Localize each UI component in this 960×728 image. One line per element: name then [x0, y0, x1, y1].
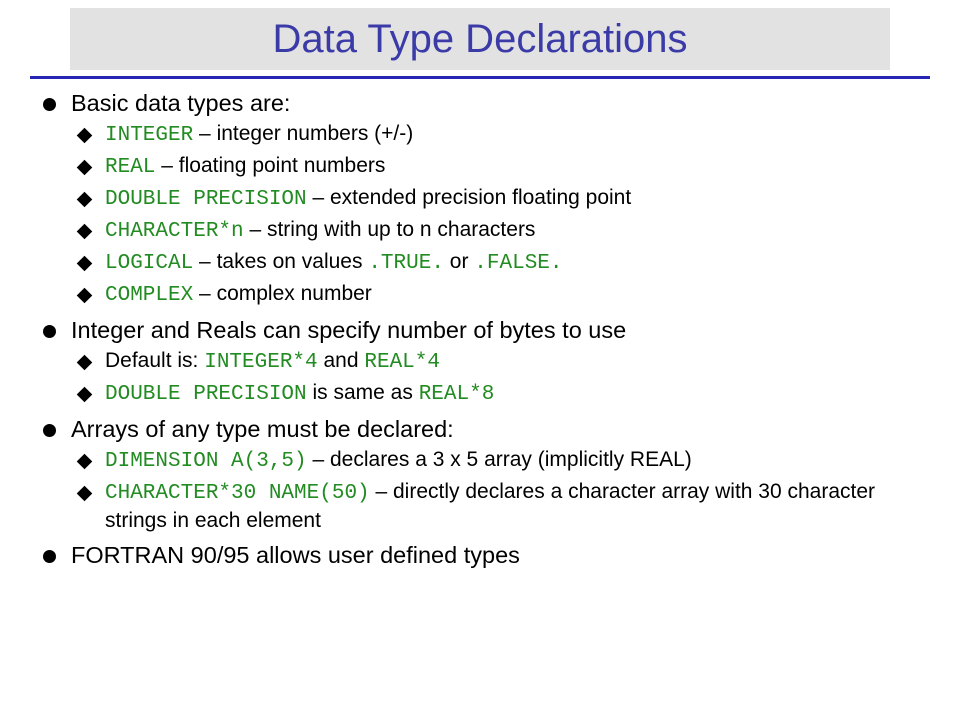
sub-item: REAL – floating point numbers: [71, 153, 925, 182]
sub-text: – extended precision floating point: [307, 186, 632, 209]
code-text: DOUBLE PRECISION: [105, 383, 307, 406]
code-text: REAL: [105, 156, 155, 179]
slide-content: Basic data types are: INTEGER – integer …: [0, 89, 960, 570]
code-text: REAL*4: [364, 351, 440, 374]
title-band: Data Type Declarations: [70, 8, 890, 70]
code-text: REAL*8: [419, 383, 495, 406]
sub-list: INTEGER – integer numbers (+/-) REAL – f…: [71, 121, 925, 309]
sub-text: – declares a 3 x 5 array (implicitly REA…: [307, 448, 692, 471]
sub-item: DOUBLE PRECISION is same as REAL*8: [71, 380, 925, 409]
sub-text: – floating point numbers: [155, 154, 385, 177]
sub-item: DOUBLE PRECISION – extended precision fl…: [71, 185, 925, 214]
slide-title: Data Type Declarations: [272, 17, 687, 62]
bullet-item: Integer and Reals can specify number of …: [35, 316, 925, 409]
sub-text: – takes on values: [193, 250, 368, 273]
bullet-item: Arrays of any type must be declared: DIM…: [35, 415, 925, 535]
code-text: CHARACTER*n: [105, 220, 244, 243]
sub-item: DIMENSION A(3,5) – declares a 3 x 5 arra…: [71, 447, 925, 476]
code-text: DIMENSION A(3,5): [105, 450, 307, 473]
code-text: .FALSE.: [474, 252, 562, 275]
sub-item: INTEGER – integer numbers (+/-): [71, 121, 925, 150]
bullet-text: Basic data types are:: [71, 90, 290, 116]
slide: Data Type Declarations Basic data types …: [0, 8, 960, 728]
sub-text: is same as: [307, 381, 419, 404]
code-text: COMPLEX: [105, 284, 193, 307]
code-text: DOUBLE PRECISION: [105, 188, 307, 211]
sub-text: or: [444, 250, 474, 273]
bullet-item: FORTRAN 90/95 allows user defined types: [35, 541, 925, 570]
sub-item: COMPLEX – complex number: [71, 281, 925, 310]
divider-rule: [30, 76, 930, 79]
code-text: LOGICAL: [105, 252, 193, 275]
bullet-text: Integer and Reals can specify number of …: [71, 317, 626, 343]
sub-text: – complex number: [193, 282, 372, 305]
bullet-text: Arrays of any type must be declared:: [71, 416, 454, 442]
code-text: INTEGER: [105, 124, 193, 147]
sub-item: CHARACTER*n – string with up to n charac…: [71, 217, 925, 246]
sub-text: and: [318, 349, 365, 372]
sub-text: Default is:: [105, 349, 204, 372]
bullet-list: Basic data types are: INTEGER – integer …: [35, 89, 925, 570]
code-text: CHARACTER*30 NAME(50): [105, 482, 370, 505]
sub-text: – integer numbers (+/-): [193, 122, 413, 145]
sub-item: LOGICAL – takes on values .TRUE. or .FAL…: [71, 249, 925, 278]
code-text: INTEGER*4: [204, 351, 317, 374]
sub-list: Default is: INTEGER*4 and REAL*4 DOUBLE …: [71, 348, 925, 409]
bullet-item: Basic data types are: INTEGER – integer …: [35, 89, 925, 310]
bullet-text: FORTRAN 90/95 allows user defined types: [71, 542, 520, 568]
sub-item: Default is: INTEGER*4 and REAL*4: [71, 348, 925, 377]
code-text: .TRUE.: [368, 252, 444, 275]
sub-item: CHARACTER*30 NAME(50) – directly declare…: [71, 479, 925, 535]
sub-text: – string with up to n characters: [244, 218, 536, 241]
sub-list: DIMENSION A(3,5) – declares a 3 x 5 arra…: [71, 447, 925, 535]
